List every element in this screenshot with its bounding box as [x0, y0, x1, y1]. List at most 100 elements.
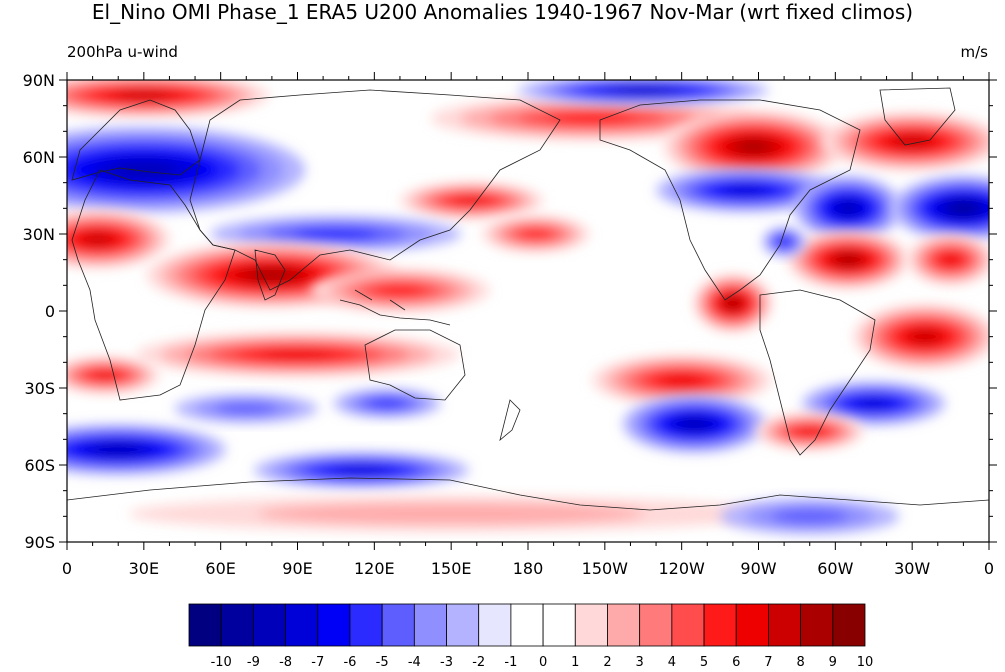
colorbar-label: 0: [539, 655, 547, 670]
lon-tick-label: 60W: [817, 559, 853, 578]
anomaly-blob-neg: [656, 168, 836, 212]
anomaly-blob-pos: [399, 182, 544, 219]
map-title: El_Nino OMI Phase_1 ERA5 U200 Anomalies …: [91, 0, 914, 24]
colorbar-swatch: [735, 603, 769, 647]
europe-coast: [71, 99, 201, 181]
newzealand-coast: [499, 399, 521, 442]
lat-tick-label: 30N: [23, 225, 55, 244]
anomaly-blob-neg: [891, 176, 989, 241]
anomaly-blob-pos: [853, 304, 989, 369]
colorbar-label: -5: [376, 655, 389, 670]
lon-tick-label: 90E: [282, 559, 312, 578]
anomaly-blob-neg: [253, 452, 470, 489]
anomaly-blob-neg: [174, 394, 318, 423]
anomaly-blob-pos: [136, 333, 459, 377]
anomaly-blob-pos: [787, 230, 910, 289]
colorbar-label: -9: [247, 655, 260, 670]
anomaly-blob-pos: [67, 357, 160, 394]
colorbar-swatch: [768, 603, 802, 647]
colorbar-swatch: [574, 603, 608, 647]
lon-tick-label: 30E: [129, 559, 159, 578]
anomaly-blob-pos: [592, 355, 772, 406]
anomaly-blob-neg: [720, 498, 900, 535]
lat-tick-label: 60N: [23, 148, 55, 167]
lat-tick-label: 90S: [24, 533, 55, 552]
lon-tick-label: 60E: [205, 559, 235, 578]
coastlines: [67, 87, 989, 511]
anomaly-blob-neg: [67, 126, 306, 213]
colorbar-label: -1: [504, 655, 517, 670]
anomaly-blob-neg: [333, 389, 441, 418]
anomaly-blob-neg: [67, 424, 226, 475]
colorbar-swatch: [381, 603, 415, 647]
anomaly-blob-pos: [67, 80, 270, 117]
australia-coast: [364, 329, 466, 401]
anomaly-blob-pos: [310, 268, 490, 313]
colorbar-swatch: [188, 603, 222, 647]
anomaly-blob-neg: [210, 216, 462, 252]
lat-tick-label: 90N: [23, 71, 55, 90]
colorbar-label: 10: [857, 655, 874, 670]
anomaly-blob-neg: [517, 80, 769, 105]
anomaly-blob-neg: [802, 381, 946, 425]
lon-tick-label: 0: [62, 559, 72, 578]
northamerica-coast: [599, 99, 861, 301]
lon-tick-label: 120W: [658, 559, 705, 578]
variable-label: 200hPa u-wind: [67, 43, 178, 61]
anomaly-field: [67, 80, 989, 535]
africa-coast: [71, 169, 236, 401]
colorbar-label: -4: [408, 655, 421, 670]
lon-tick-label: 30W: [894, 559, 930, 578]
colorbar-label: -7: [311, 655, 324, 670]
colorbar-swatch: [220, 603, 254, 647]
lat-tick-label: 60S: [24, 456, 55, 475]
anomaly-blob-pos: [907, 234, 989, 285]
colorbar-swatch: [413, 603, 447, 647]
anomaly-blob-pos: [755, 413, 864, 450]
colorbar-swatch: [446, 603, 480, 647]
india-coast: [254, 249, 286, 301]
colorbar-swatch: [478, 603, 512, 647]
colorbar-label: 4: [668, 655, 676, 670]
anomaly-blob-neg: [794, 175, 902, 241]
colorbar-swatch: [349, 603, 383, 647]
colorbar-label: -3: [440, 655, 453, 670]
lat-tick-label: 30S: [24, 379, 55, 398]
colorbar-label: 3: [636, 655, 644, 670]
colorbar-swatch: [800, 603, 834, 647]
colorbar-label: -8: [279, 655, 292, 670]
units-label: m/s: [960, 43, 988, 61]
lon-tick-label: 90W: [740, 559, 776, 578]
colorbar-label: 1: [571, 655, 579, 670]
colorbar-swatch: [252, 603, 286, 647]
greenland-coast: [879, 87, 956, 146]
anomaly-blob-pos: [128, 495, 774, 532]
southamerica-coast: [759, 289, 876, 456]
anomaly-blob-pos: [430, 96, 754, 141]
lat-tick-label: 0: [45, 302, 55, 321]
anomaly-blob-pos: [481, 216, 590, 252]
anomaly-blob-neg: [622, 395, 767, 453]
colorbar-label: -6: [343, 655, 356, 670]
lon-tick-label: 150E: [431, 559, 472, 578]
axis-ticks: 0 30E 60E 90E 120E 150E 180 150W 120W 90W 60W 30W 09…: [23, 71, 997, 578]
colorbar-label: -2: [472, 655, 485, 670]
colorbar-swatch: [285, 603, 319, 647]
lon-tick-label: 0: [984, 559, 994, 578]
colorbar-swatch: [317, 603, 351, 647]
asia-coast: [189, 89, 561, 291]
colorbar-swatch: [510, 603, 544, 647]
colorbar-label: 7: [764, 655, 772, 670]
anomaly-blob-neg: [762, 227, 806, 257]
colorbar-label: 2: [603, 655, 611, 670]
antarctica-coast: [67, 477, 989, 511]
colorbar-label: 8: [796, 655, 804, 670]
colorbar-swatch: [832, 603, 866, 647]
anomaly-blob-pos: [67, 210, 170, 268]
colorbar-label: -10: [211, 655, 232, 670]
colorbar-swatch: [542, 603, 576, 647]
indonesia-coast: [339, 289, 451, 326]
anomaly-blob-pos: [822, 112, 989, 171]
anomaly-blob-pos: [693, 274, 773, 333]
